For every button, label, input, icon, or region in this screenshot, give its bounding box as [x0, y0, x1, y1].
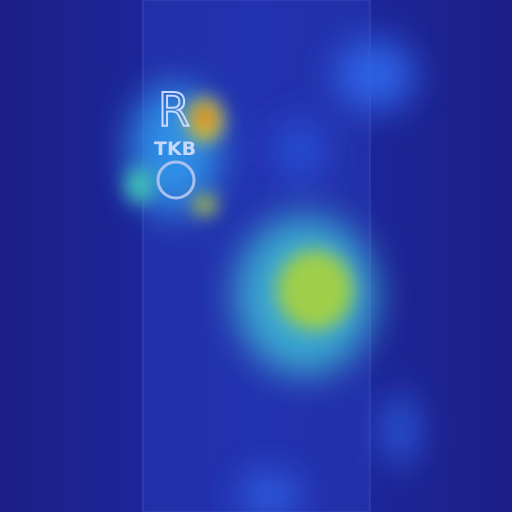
heat-blob: [335, 40, 415, 110]
logo-text: TKB: [154, 138, 196, 160]
heat-blob: [240, 475, 300, 512]
heat-cores: [125, 98, 353, 330]
heat-core: [125, 167, 155, 203]
heat-core: [193, 195, 217, 215]
logo: R TKB: [154, 82, 196, 200]
heat-blob: [385, 395, 415, 465]
heat-blob: [275, 120, 325, 180]
heat-core: [197, 106, 213, 130]
heat-core: [277, 250, 353, 330]
logo-circle: [156, 160, 196, 200]
logo-letter: R: [158, 83, 190, 137]
